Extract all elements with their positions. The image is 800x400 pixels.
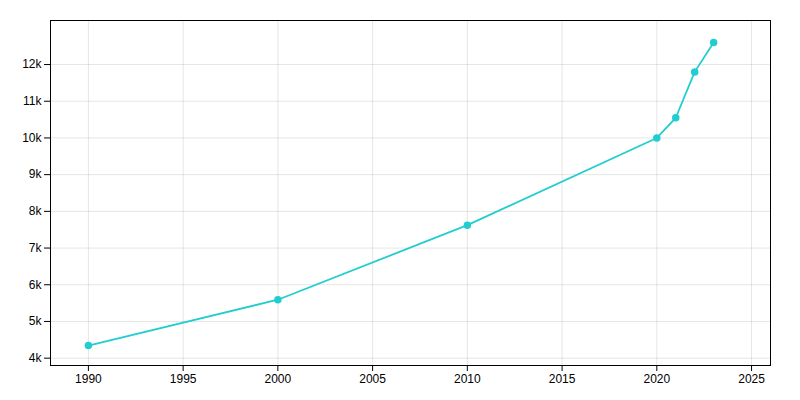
svg-text:4k: 4k <box>29 351 43 365</box>
svg-text:5k: 5k <box>29 314 43 328</box>
svg-text:2000: 2000 <box>265 372 292 386</box>
svg-text:1995: 1995 <box>170 372 197 386</box>
svg-text:1990: 1990 <box>75 372 102 386</box>
svg-text:2010: 2010 <box>454 372 481 386</box>
svg-text:9k: 9k <box>29 167 43 181</box>
svg-text:10k: 10k <box>22 131 42 145</box>
svg-text:11k: 11k <box>23 94 42 108</box>
svg-text:6k: 6k <box>29 278 43 292</box>
svg-text:2005: 2005 <box>359 372 386 386</box>
svg-text:2025: 2025 <box>738 372 765 386</box>
svg-text:2020: 2020 <box>643 372 670 386</box>
svg-text:8k: 8k <box>29 204 43 218</box>
svg-text:7k: 7k <box>29 241 43 255</box>
svg-text:2015: 2015 <box>549 372 576 386</box>
svg-text:12k: 12k <box>22 57 42 71</box>
